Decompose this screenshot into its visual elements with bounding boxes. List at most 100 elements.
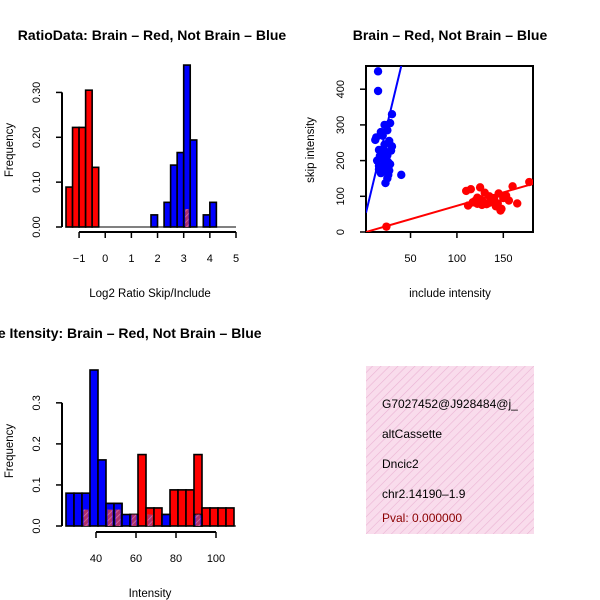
scatter-point-brain	[382, 222, 391, 231]
intensity-y-axis-label: Frequency	[4, 424, 16, 479]
intensity-x-tick-label: 80	[170, 553, 182, 565]
scatter-point-not-brain	[374, 165, 384, 174]
ratio-bar-not-brain	[150, 214, 159, 228]
ratio-bar-brain	[71, 126, 80, 228]
intensity-overlap-hatch	[131, 514, 137, 526]
ratio-x-tick-label: −1	[73, 253, 86, 265]
intensity-overlap-hatch	[147, 514, 153, 526]
scatter-point-not-brain	[378, 131, 387, 140]
scatter-fit-line-brain	[366, 182, 533, 232]
scatter-point-brain	[477, 200, 487, 210]
scatter-point-not-brain	[373, 86, 383, 96]
ratio-overlap-hatch	[185, 209, 189, 227]
intensity-y-tick-label: 0.1	[31, 477, 43, 492]
intensity-scatter-panel: Brain – Red, Not Brain – Blue 50 100 150 0 1…	[305, 27, 547, 300]
scatter-point-not-brain	[371, 135, 380, 145]
ratio-x-tick-label: 3	[181, 253, 187, 265]
ratio-bar-not-brain	[169, 164, 178, 228]
scatter-point-not-brain	[381, 178, 390, 188]
ratio-bar-not-brain	[189, 139, 198, 228]
scatter-marks	[366, 66, 533, 232]
scatter-y-tick-label: 0	[335, 229, 347, 235]
intensity-bar-not-brain	[73, 492, 83, 527]
intensity-bar-brain	[201, 507, 211, 527]
gene-name: Dncic2	[382, 457, 419, 471]
intensity-y-tick-label: 0.3	[31, 395, 43, 410]
p-value: Pval: 0.000000	[382, 511, 462, 525]
scatter-x-tick-label: 150	[494, 253, 512, 265]
ratio-y-tick-label: 0.20	[31, 127, 43, 148]
scatter-y-axis-label: skip intensity	[305, 117, 317, 183]
intensity-bar-brain	[137, 453, 147, 527]
ratio-axes: −1 0 1 2 3 4 5 0.00 0.10 0.20 0.30	[31, 82, 239, 265]
intensity-x-tick-label: 40	[90, 553, 102, 565]
scatter-x-axis-label: include intensity	[409, 288, 491, 300]
scatter-chart-title: Brain – Red, Not Brain – Blue	[353, 27, 548, 43]
scatter-point-brain	[504, 196, 514, 205]
intensity-bar-not-brain	[121, 513, 131, 527]
ratio-x-tick-label: 1	[128, 253, 134, 265]
scatter-x-tick-label: 50	[404, 253, 416, 265]
intensity-overlap-hatch	[115, 509, 121, 526]
event-id: G7027452@J928484@j_	[382, 397, 518, 411]
scatter-point-not-brain	[397, 170, 406, 180]
intensity-y-tick-label: 0.2	[31, 436, 43, 451]
ratio-bar-not-brain	[163, 201, 172, 228]
ratio-bars	[65, 64, 236, 228]
scatter-y-tick-label: 400	[335, 80, 347, 98]
intensity-overlap-hatch	[195, 514, 201, 526]
ratio-x-tick-label: 5	[233, 253, 239, 265]
intensity-y-tick-label: 0.0	[31, 518, 43, 533]
ratio-bar-brain	[78, 126, 87, 228]
scatter-axes: 50 100 150 0 100 200 300 400	[335, 80, 512, 265]
ratio-bar-not-brain	[176, 151, 185, 228]
scatter-x-tick-label: 100	[448, 253, 466, 265]
intensity-bar-brain	[225, 507, 235, 527]
intensity-overlap-hatch	[107, 509, 113, 526]
ratio-histogram-panel: RatioData: Brain – Red, Not Brain – Blue…	[4, 27, 286, 300]
scatter-point-brain	[466, 184, 476, 194]
gene-location: chr2.14190–1.9	[382, 487, 466, 501]
scatter-point-not-brain	[373, 67, 383, 76]
intensity-chart-title: Exon Gene Itensity: Brain – Red, Not Bra…	[0, 325, 262, 341]
ratio-bar-brain	[65, 186, 74, 228]
intensity-bar-brain	[169, 489, 179, 527]
ratio-chart-title: RatioData: Brain – Red, Not Brain – Blue	[18, 27, 287, 43]
intensity-bar-brain	[153, 507, 163, 527]
intensity-bar-brain	[209, 507, 219, 527]
event-type: altCassette	[382, 427, 442, 441]
intensity-bar-brain	[177, 489, 187, 527]
scatter-y-tick-label: 200	[335, 151, 347, 169]
intensity-bar-not-brain	[161, 513, 171, 527]
scatter-point-not-brain	[379, 144, 388, 154]
intensity-x-axis-label: Intensity	[129, 588, 172, 600]
intensity-bar-not-brain	[89, 369, 99, 527]
ratio-bar-not-brain	[209, 201, 218, 228]
scatter-point-brain	[513, 199, 522, 208]
scatter-point-brain	[508, 182, 517, 191]
intensity-bar-not-brain	[65, 492, 75, 527]
ratio-y-tick-label: 0.10	[31, 171, 43, 192]
ratio-x-tick-label: 4	[207, 253, 213, 265]
scatter-point-brain	[525, 177, 533, 187]
ratio-y-axis-label: Frequency	[4, 123, 16, 178]
intensity-bars	[65, 369, 236, 527]
scatter-point-not-brain	[385, 118, 395, 128]
intensity-bar-brain	[217, 507, 227, 527]
ratio-bar-brain	[91, 166, 100, 228]
ratio-bar-not-brain	[182, 64, 192, 228]
intensity-bar-not-brain	[97, 459, 107, 527]
intensity-x-tick-label: 100	[207, 553, 225, 565]
ratio-x-tick-label: 0	[102, 253, 108, 265]
scatter-point-brain	[485, 198, 494, 207]
intensity-x-tick-label: 60	[130, 553, 142, 565]
scatter-point-not-brain	[375, 151, 385, 161]
info-box-hatch	[366, 366, 534, 534]
ratio-y-tick-label: 0.30	[31, 82, 43, 103]
scatter-y-tick-label: 100	[335, 187, 347, 205]
scatter-point-not-brain	[384, 136, 394, 146]
scatter-point-brain	[463, 201, 473, 210]
scatter-plot-area	[366, 66, 533, 232]
ratio-x-tick-label: 2	[154, 253, 160, 265]
